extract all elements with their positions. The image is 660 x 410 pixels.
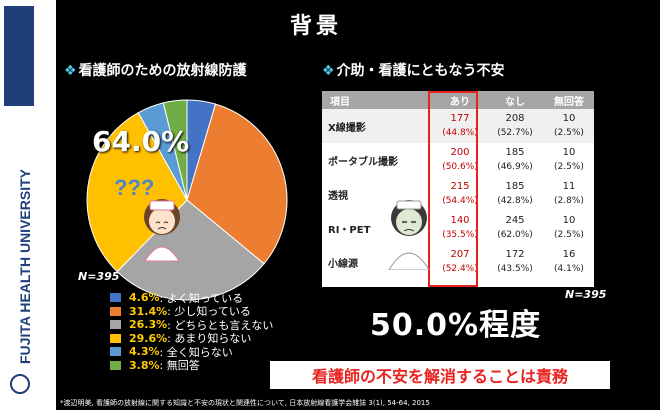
- legend-swatch: [110, 360, 121, 370]
- legend-swatch: [110, 320, 121, 330]
- legend-item: 29.6%: あまり知らない: [110, 332, 273, 345]
- worried-nurse-illustration: [144, 199, 180, 262]
- cell-yes: 200 (50.6%): [442, 147, 478, 172]
- cell-yes: 140 (35.5%): [442, 215, 478, 240]
- table-header-row: 項目 あり なし 無回答: [322, 91, 594, 109]
- legend-item: 4.6%: よく知っている: [110, 291, 273, 305]
- university-emblem-icon: [10, 374, 30, 394]
- university-name-vertical: FUJITA HEALTH UNIVERSITY: [17, 168, 33, 364]
- summary-percent: 50.0%程度: [370, 308, 542, 343]
- sample-size-left: N=395: [78, 270, 120, 283]
- row-item: 透視: [328, 190, 348, 202]
- cell-na: 11 (2.8%): [554, 181, 584, 206]
- row-item: 小線源: [328, 258, 358, 270]
- pie-slice-2: [116, 199, 265, 301]
- cell-no: 185 (42.8%): [497, 181, 533, 206]
- table-row: ポータブル撮影 200 (50.6%) 185 (46.9%) 10 (2.5%): [322, 143, 594, 177]
- diamond-icon: ❖: [64, 63, 77, 79]
- cell-na: 10 (2.5%): [554, 215, 584, 240]
- question-marks: ???: [114, 175, 154, 200]
- row-item: RI・PET: [328, 224, 371, 236]
- table-row: 小線源 207 (52.4%) 172 (43.5%) 16 (4.1%): [322, 245, 594, 279]
- cell-no: 172 (43.5%): [497, 249, 533, 274]
- header-yes: あり: [434, 91, 486, 109]
- cell-na: 10 (2.5%): [554, 147, 584, 172]
- row-item: X線撮影: [322, 109, 434, 143]
- university-logo: [4, 6, 34, 106]
- legend-swatch: [110, 306, 121, 316]
- cell-no: 208 (52.7%): [486, 109, 544, 143]
- cell-no: 185 (46.9%): [497, 147, 533, 172]
- left-heading: ❖ 看護師のための放射線防護: [64, 63, 247, 79]
- footnote-citation: *渡辺明美, 看護師の放射線に関する知識と不安の現状と関連性について, 日本放射…: [60, 399, 430, 407]
- cell-yes: 215 (54.4%): [442, 181, 478, 206]
- anxious-nurse-illustration: [388, 200, 430, 270]
- table-row: 透視 215 (54.4%) 185 (42.8%) 11 (2.8%): [322, 177, 594, 211]
- pie-slice-1: [186, 103, 288, 265]
- pie-slice-5: [162, 99, 188, 201]
- conclusion-banner: 看護師の不安を解消することは責務: [270, 361, 610, 389]
- right-heading: ❖ 介助・看護にともなう不安: [322, 63, 505, 79]
- sample-size-right: N=395: [565, 288, 607, 301]
- legend-swatch: [110, 293, 121, 303]
- cell-na: 10 (2.5%): [544, 109, 594, 143]
- header-na: 無回答: [544, 91, 594, 109]
- svg-text:FUJITA HEALTH UNIVERSITY: FUJITA HEALTH UNIVERSITY: [17, 168, 33, 364]
- anxiety-table: 項目 あり なし 無回答 X線撮影 177 (44.8%) 208 (52.7%) …: [322, 91, 594, 287]
- legend-swatch: [110, 347, 121, 357]
- pie-chart: ???: [86, 99, 288, 301]
- legend-item: 4.3%: 全く知らない: [110, 345, 273, 359]
- cell-yes: 177 (44.8%): [434, 109, 486, 143]
- header-no: なし: [486, 91, 544, 109]
- university-sidebar: FUJITA HEALTH UNIVERSITY: [0, 0, 56, 410]
- diamond-icon: ❖: [322, 63, 335, 79]
- legend-item: 26.3%: どちらとも言えない: [110, 318, 273, 332]
- pie-slice-3: [86, 111, 188, 273]
- pie-highlight-percent: 64.0%: [92, 125, 190, 158]
- cell-yes: 207 (52.4%): [442, 249, 478, 274]
- row-item: ポータブル撮影: [328, 156, 398, 168]
- legend-swatch: [110, 333, 121, 343]
- slide-title: 背景: [290, 14, 343, 39]
- pie-legend: 4.6%: よく知っている 31.4%: 少し知っている 26.3%: どちらと…: [110, 291, 273, 372]
- header-item: 項目: [322, 91, 434, 109]
- cell-no: 245 (62.0%): [497, 215, 533, 240]
- legend-item: 31.4%: 少し知っている: [110, 305, 273, 318]
- table-row: RI・PET 140 (35.5%) 245 (62.0%) 10 (2.5%): [322, 211, 594, 245]
- table-row: X線撮影 177 (44.8%) 208 (52.7%) 10 (2.5%): [322, 109, 594, 143]
- cell-na: 16 (4.1%): [554, 249, 584, 274]
- legend-item: 3.8%: 無回答: [110, 359, 273, 372]
